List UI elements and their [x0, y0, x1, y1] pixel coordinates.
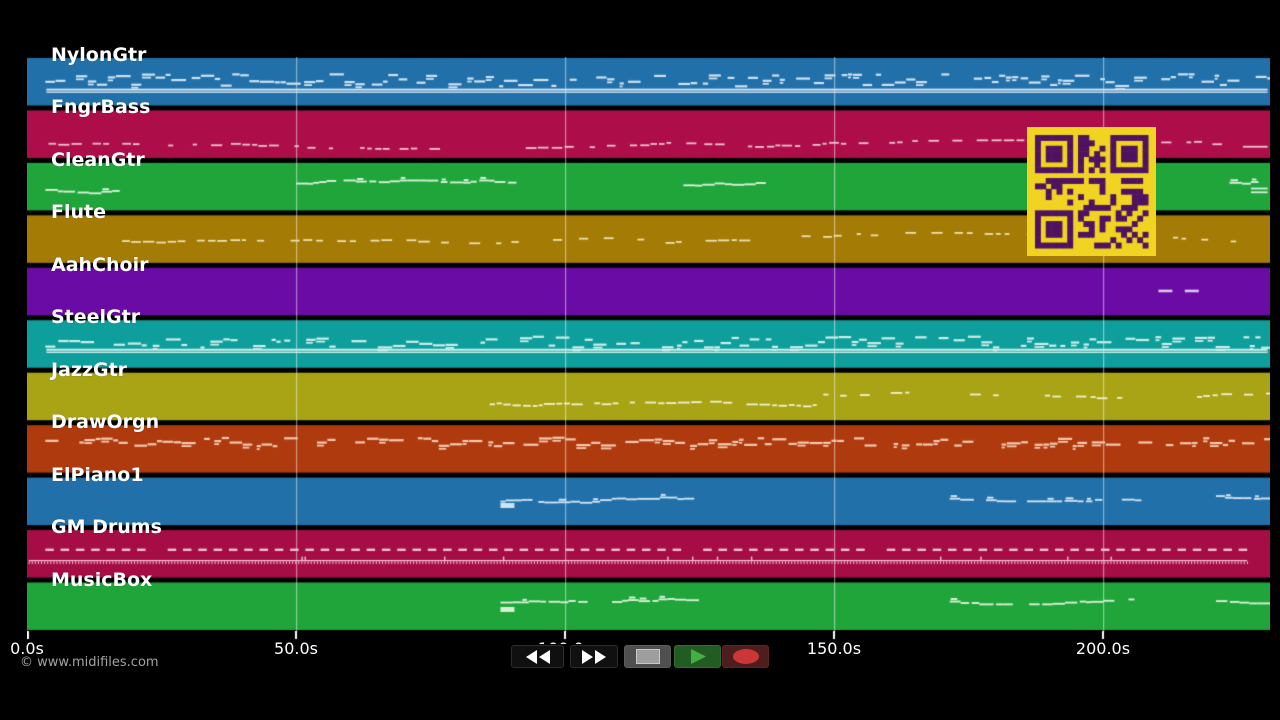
copyright-text: © www.midifiles.com [20, 655, 159, 670]
track-label-elpiano1: ElPiano1 [51, 463, 144, 486]
track-label-aahchoir: AahChoir [51, 253, 149, 276]
record-dot-icon [732, 649, 759, 664]
record-button[interactable] [722, 645, 769, 668]
track-label-nylongtr: NylonGtr [51, 44, 147, 66]
track-label-steelgtr: SteelGtr [51, 306, 141, 329]
fast-forward-button[interactable] [570, 645, 618, 668]
track-label-fngrbass: FngrBass [51, 96, 151, 119]
qr-code [1027, 127, 1156, 256]
transport-controls [504, 644, 778, 671]
track-label-cleangtr: CleanGtr [51, 148, 145, 171]
track-label-draworgn: DrawOrgn [51, 411, 160, 434]
track-label-musicbox: MusicBox [51, 568, 153, 591]
stop-square-icon [635, 649, 660, 664]
track-label-flute: Flute [51, 201, 106, 224]
play-triangle-icon [690, 649, 706, 664]
rewind-button[interactable] [511, 645, 564, 668]
double-right-arrow-icon [582, 649, 606, 664]
stop-button[interactable] [624, 645, 671, 668]
double-left-arrow-icon [525, 649, 550, 664]
track-label-gm-drums: GM Drums [51, 516, 162, 539]
play-button[interactable] [674, 645, 721, 668]
track-label-jazzgtr: JazzGtr [51, 358, 128, 381]
